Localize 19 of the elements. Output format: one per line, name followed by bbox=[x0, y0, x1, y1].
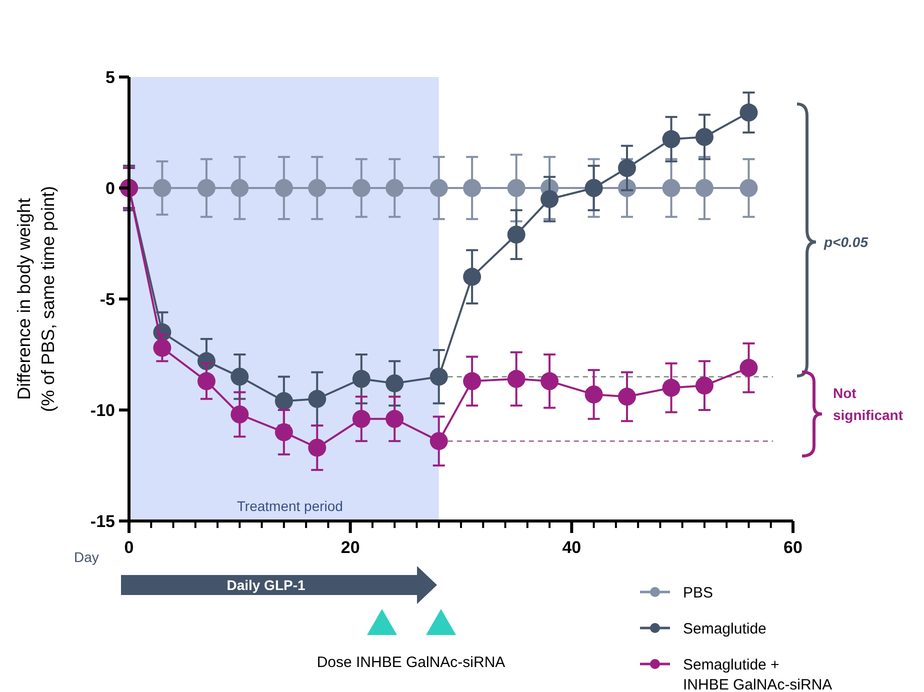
x-tick-label: 60 bbox=[784, 538, 802, 557]
y-tick-label: 0 bbox=[106, 178, 115, 198]
x-tick-label: 0 bbox=[124, 538, 134, 557]
text: Daily GLP-1 bbox=[226, 577, 306, 593]
legend-label: Semaglutide bbox=[683, 620, 766, 638]
x-axis-title: Day bbox=[74, 549, 99, 565]
y-axis-title: Difference in body weight (% of PBS, same time point) bbox=[14, 186, 58, 412]
y-tick-label: -15 bbox=[90, 512, 115, 531]
x-tick-label: 20 bbox=[340, 538, 360, 557]
text: p<0.05 bbox=[823, 234, 868, 250]
y-tick-label: -5 bbox=[100, 290, 115, 309]
y-tick-label: -10 bbox=[90, 400, 115, 420]
legend-label: Semaglutide + INHBE GalNAc-siRNA bbox=[683, 656, 832, 692]
text: Dose INHBE GalNAc-siRNA bbox=[316, 654, 506, 671]
y-tick-label: 5 bbox=[106, 68, 115, 87]
x-tick-label: 40 bbox=[562, 538, 582, 557]
text: Not significant bbox=[833, 385, 904, 423]
legend-label: PBS bbox=[683, 584, 714, 602]
band-label: Treatment period bbox=[236, 498, 343, 514]
